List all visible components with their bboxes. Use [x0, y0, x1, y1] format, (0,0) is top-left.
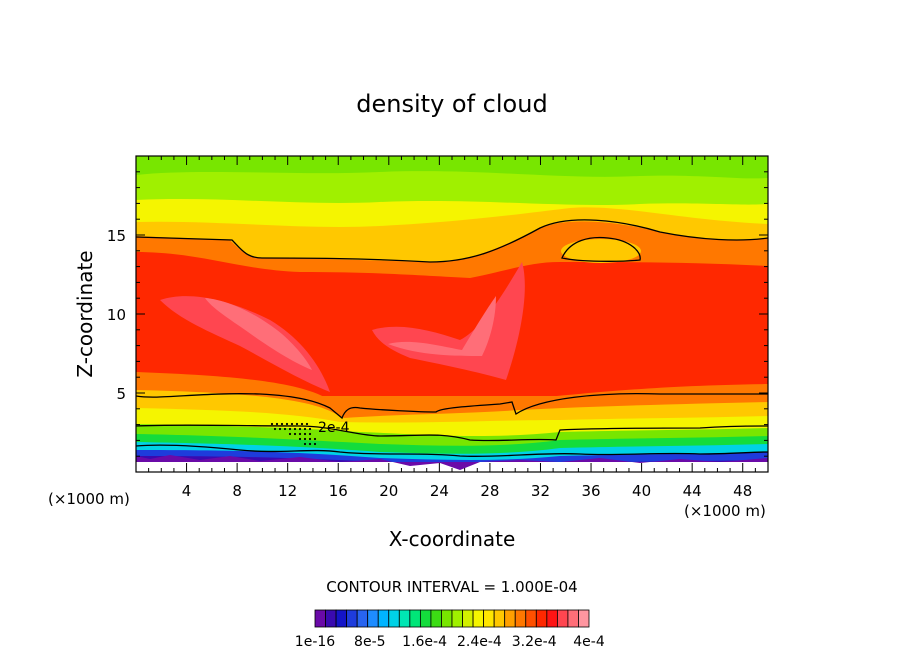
colorbar-swatch	[356, 609, 369, 628]
x-tick-label: 48	[733, 482, 752, 500]
colorbar-swatch	[493, 609, 506, 628]
y-tick-label: 15	[107, 227, 126, 245]
x-tick-label: 20	[379, 482, 398, 500]
colorbar-swatch	[546, 609, 558, 628]
colorbar-swatch	[388, 609, 400, 628]
colorbar-swatch	[525, 609, 537, 628]
colorbar-swatch	[483, 609, 495, 628]
y-axis-label: Z-coordinate	[73, 250, 97, 377]
x-tick-label: 12	[278, 482, 297, 500]
contour-label: 2e-4	[318, 420, 350, 436]
x-tick-label: 24	[430, 482, 449, 500]
colorbar-swatch	[462, 609, 474, 628]
colorbar-label: 1.6e-4	[402, 634, 447, 650]
colorbar-swatch	[451, 609, 463, 628]
colorbar-label: 4e-4	[573, 634, 605, 650]
field-pink-right-core	[388, 296, 496, 356]
colorbar-swatch	[472, 609, 485, 628]
colorbar-swatch	[398, 609, 411, 628]
chart-title: density of cloud	[356, 90, 547, 118]
colorbar-swatch	[314, 609, 326, 628]
colorbar-labels: 1e-16 8e-5 1.6e-4 2.4e-4 3.2e-4 4e-4	[295, 634, 605, 650]
colorbar-swatch	[325, 609, 337, 628]
field-upper-right-cell	[561, 239, 641, 263]
colorbar-swatch	[441, 609, 453, 628]
x-tick-label: 16	[329, 482, 348, 500]
colorbar-swatch	[335, 609, 348, 628]
contour-dot-cluster	[270, 422, 317, 446]
x-tick-label: 32	[531, 482, 550, 500]
colorbar-swatch	[409, 609, 421, 628]
x-tick-label: 4	[182, 482, 192, 500]
x-axis-label: X-coordinate	[389, 527, 516, 551]
y-tick-label: 10	[107, 306, 126, 324]
colorbar-swatch	[567, 609, 579, 628]
field-irregular-bottom-edge	[136, 455, 768, 470]
colorbar-swatch	[578, 609, 590, 628]
field-pink-left-streak	[160, 296, 330, 392]
colorbar-label: 1e-16	[295, 634, 335, 650]
x-tick-label: 8	[232, 482, 242, 500]
x-unit-right: (×1000 m)	[684, 502, 766, 520]
colorbar-swatch	[377, 609, 390, 628]
colorbar-label: 3.2e-4	[512, 634, 557, 650]
contour-lines	[136, 219, 768, 458]
x-tick-label: 40	[632, 482, 651, 500]
colorbar-swatch	[346, 609, 358, 628]
x-tick-label: 28	[480, 482, 499, 500]
field-pink-right-streak	[372, 262, 525, 380]
x-tick-label: 36	[581, 482, 600, 500]
contour-line-base	[136, 444, 768, 458]
contour-closed-cell	[561, 236, 641, 262]
colorbar-swatch	[419, 609, 432, 628]
x-tick-label: 44	[683, 482, 702, 500]
colorbar-swatch	[556, 609, 569, 628]
colorbar-swatch	[535, 609, 548, 628]
field-pink-left-core	[205, 298, 312, 370]
x-unit-left: (×1000 m)	[48, 490, 130, 508]
colorbar-label: 2.4e-4	[457, 634, 502, 650]
contour-interval-text: CONTOUR INTERVAL = 1.000E-04	[326, 578, 577, 596]
y-axis: 5 10 15	[107, 171, 768, 457]
y-tick-label: 5	[116, 385, 126, 403]
colorbar-swatch	[514, 609, 527, 628]
contour-line-upper	[136, 219, 768, 263]
x-axis: 4 8 12 16 20 24 28 32 36 40 44 48	[148, 156, 756, 500]
contour-field: 2e-4	[136, 156, 768, 472]
colorbar-swatch	[504, 609, 516, 628]
colorbar-label: 8e-5	[354, 634, 385, 650]
contour-line-mid	[136, 393, 768, 420]
colorbar-swatch	[430, 609, 442, 628]
colorbar-swatch	[367, 609, 379, 628]
contour-line-lower	[136, 424, 768, 442]
colorbar	[314, 609, 590, 628]
